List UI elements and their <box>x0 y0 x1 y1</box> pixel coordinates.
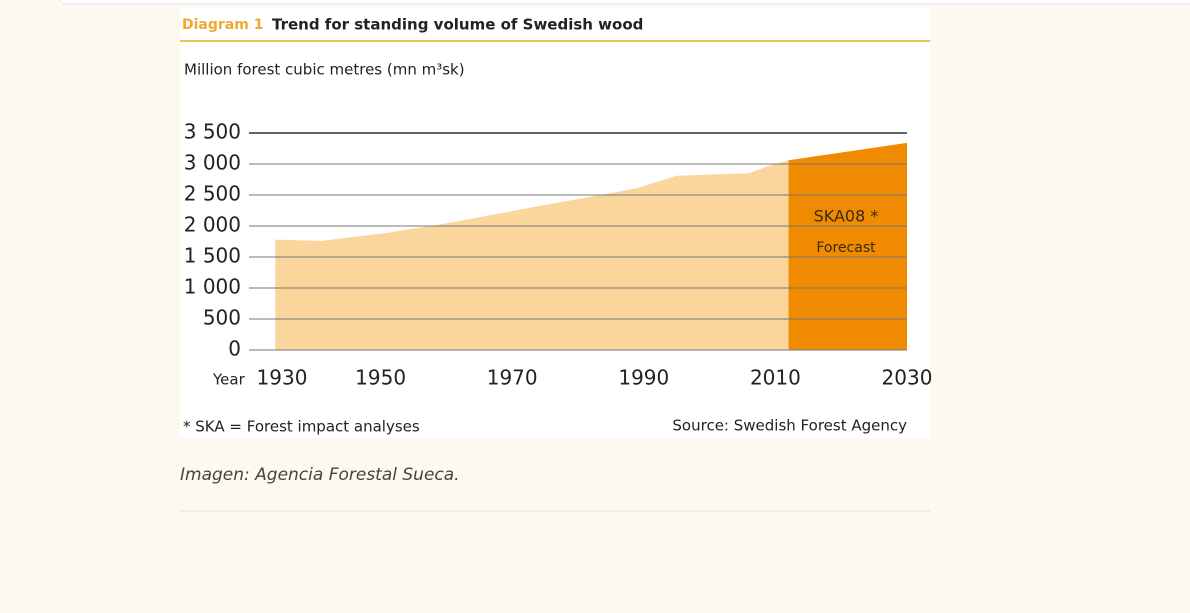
source: Source: Swedish Forest Agency <box>672 417 907 435</box>
x-tick-label: 1970 <box>487 366 538 390</box>
x-tick-label: 1950 <box>355 366 406 390</box>
x-tick-label: 2010 <box>750 366 801 390</box>
x-tick-label: 1990 <box>618 366 669 390</box>
x-tick-label: 1930 <box>257 366 308 390</box>
y-tick-label: 500 <box>203 306 241 330</box>
y-tick-label: 1 500 <box>184 244 241 268</box>
y-tick-label: 2 000 <box>184 213 241 237</box>
y-tick-label: 3 500 <box>184 120 241 144</box>
y-tick-label: 2 500 <box>184 182 241 206</box>
y-tick-label: 3 000 <box>184 151 241 175</box>
chart-title: Trend for standing volume of Swedish woo… <box>272 16 643 34</box>
x-axis-label: Year <box>212 371 246 389</box>
x-tick-label: 2030 <box>882 366 933 390</box>
plot <box>249 132 907 351</box>
area <box>275 160 789 350</box>
annotation: SKA08 * <box>814 207 879 226</box>
caption: Imagen: Agencia Forestal Sueca. <box>180 465 460 485</box>
top-bar <box>59 0 1190 5</box>
y-axis-label: Million forest cubic metres (mn m³sk) <box>184 61 465 79</box>
annotation: Forecast <box>816 240 876 256</box>
y-tick-label: 0 <box>228 337 241 361</box>
chart-title-prefix: Diagram 1 <box>182 17 263 33</box>
footnote: * SKA = Forest impact analyses <box>183 418 420 436</box>
y-tick-label: 1 000 <box>184 275 241 299</box>
